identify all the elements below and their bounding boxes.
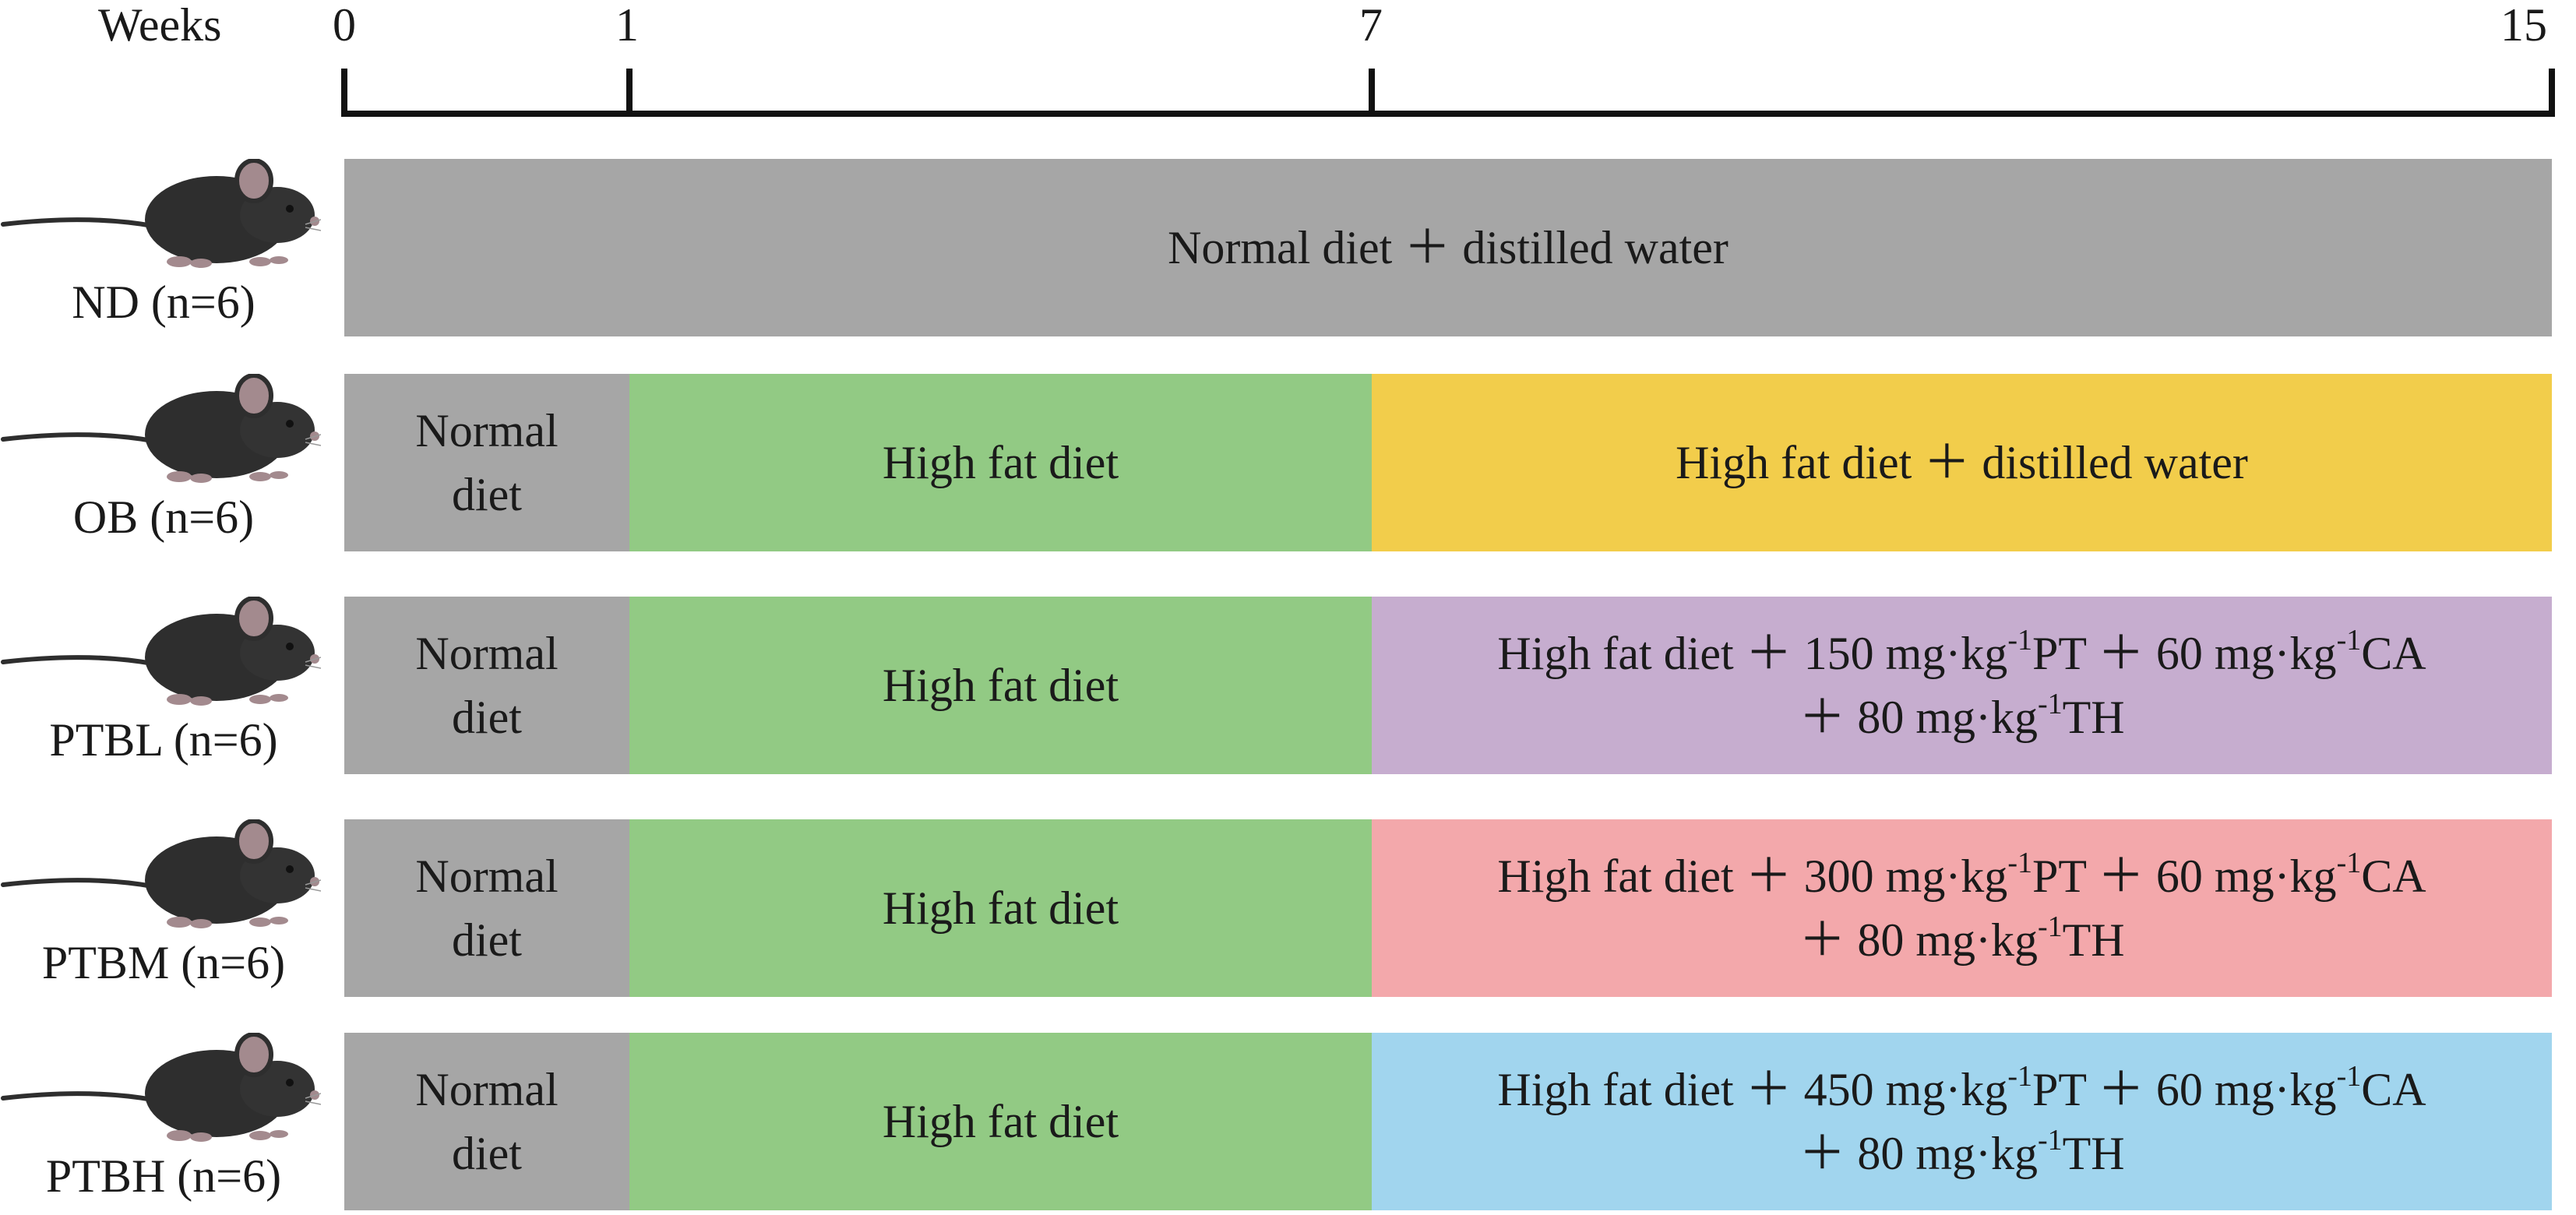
- high-fat-diet-segment: High fat diet: [629, 374, 1372, 551]
- tick-label-0: 0: [333, 0, 356, 51]
- segment-text: High fat diet ＋ distilled water: [1676, 437, 2248, 488]
- high-fat-diet-segment: High fat diet: [629, 819, 1372, 997]
- text-part: High fat diet ＋ 450 mg·kg: [1497, 1064, 2008, 1115]
- group-row-ptbl: PTBL (n=6) Normal diet High fat diet Hig…: [0, 597, 2576, 774]
- high-fat-diet-segment: High fat diet: [629, 1033, 1372, 1210]
- tick-mark-1: [626, 69, 633, 117]
- high-fat-diet-segment: High fat diet: [629, 597, 1372, 774]
- text-part: High fat diet ＋ 150 mg·kg: [1497, 628, 2008, 679]
- tick-mark-7: [1369, 69, 1375, 117]
- text-part: PT ＋ 60 mg·kg: [2032, 628, 2337, 679]
- superscript: -1: [2038, 688, 2063, 720]
- segment-text: Normal diet: [415, 628, 559, 743]
- ptbh-treatment-segment: High fat diet ＋ 450 mg·kg-1PT ＋ 60 mg·kg…: [1372, 1033, 2552, 1210]
- group-label-nd: ND (n=6): [72, 276, 255, 328]
- tick-label-1: 1: [615, 0, 639, 51]
- text-part: CA: [2361, 628, 2426, 679]
- treatment-line-2: ＋ 80 mg·kg-1TH: [1799, 1122, 2124, 1185]
- normal-diet-segment: Normal diet: [344, 597, 629, 774]
- mouse-icon: [0, 159, 321, 268]
- superscript: -1: [2007, 847, 2032, 879]
- tick-mark-15: [2549, 69, 2555, 117]
- tick-label-15: 15: [2500, 0, 2547, 51]
- segment-text: Normal diet: [415, 405, 559, 520]
- ob-treatment-segment: High fat diet ＋ distilled water: [1372, 374, 2552, 551]
- normal-diet-segment: Normal diet: [344, 1033, 629, 1210]
- superscript: -1: [2038, 910, 2063, 943]
- group-row-ptbh: PTBH (n=6) Normal diet High fat diet Hig…: [0, 1033, 2576, 1210]
- mouse-icon: [0, 597, 321, 706]
- text-part: CA: [2361, 1064, 2426, 1115]
- segment-text: Normal diet ＋ distilled water: [1168, 222, 1728, 273]
- text-part: PT ＋ 60 mg·kg: [2032, 1064, 2337, 1115]
- ptbm-treatment-segment: High fat diet ＋ 300 mg·kg-1PT ＋ 60 mg·kg…: [1372, 819, 2552, 997]
- group-label-ptbm: PTBM (n=6): [41, 937, 286, 988]
- treatment-line-1: High fat diet ＋ 450 mg·kg-1PT ＋ 60 mg·kg…: [1497, 1058, 2426, 1122]
- text-part: CA: [2361, 850, 2426, 902]
- superscript: -1: [2336, 1060, 2362, 1093]
- superscript: -1: [2007, 624, 2032, 657]
- text-part: ＋ 80 mg·kg: [1799, 692, 2038, 743]
- tick-mark-0: [341, 69, 347, 117]
- segment-text: High fat diet: [882, 437, 1119, 488]
- normal-diet-segment: Normal diet: [344, 819, 629, 997]
- group-label-ptbl: PTBL (n=6): [49, 714, 278, 766]
- group-label-ob: OB (n=6): [72, 491, 255, 543]
- treatment-line-1: High fat diet ＋ 150 mg·kg-1PT ＋ 60 mg·kg…: [1497, 622, 2426, 685]
- treatment-line-1: High fat diet ＋ 300 mg·kg-1PT ＋ 60 mg·kg…: [1497, 844, 2426, 908]
- segment-text: Normal diet: [415, 1064, 559, 1179]
- segment-text: Normal diet: [415, 850, 559, 966]
- segment-text: High fat diet: [882, 1096, 1119, 1147]
- normal-diet-segment: Normal diet: [344, 374, 629, 551]
- normal-diet-water-segment: Normal diet ＋ distilled water: [344, 159, 2552, 336]
- text-part: TH: [2062, 1128, 2125, 1179]
- superscript: -1: [2336, 624, 2362, 657]
- mouse-icon: [0, 374, 321, 483]
- text-part: High fat diet ＋ 300 mg·kg: [1497, 850, 2008, 902]
- group-row-nd: ND (n=6) Normal diet ＋ distilled water: [0, 159, 2576, 336]
- text-part: PT ＋ 60 mg·kg: [2032, 850, 2337, 902]
- ptbl-treatment-segment: High fat diet ＋ 150 mg·kg-1PT ＋ 60 mg·kg…: [1372, 597, 2552, 774]
- group-row-ob: OB (n=6) Normal diet High fat diet High …: [0, 374, 2576, 551]
- superscript: -1: [2038, 1124, 2063, 1157]
- mouse-icon: [0, 819, 321, 928]
- weeks-axis-label: Weeks: [98, 0, 222, 51]
- segment-text: High fat diet: [882, 660, 1119, 711]
- mouse-icon: [0, 1033, 321, 1142]
- group-label-ptbh: PTBH (n=6): [45, 1150, 282, 1202]
- timeline-axis: [341, 111, 2555, 117]
- tick-label-7: 7: [1359, 0, 1383, 51]
- text-part: ＋ 80 mg·kg: [1799, 1128, 2038, 1179]
- superscript: -1: [2007, 1060, 2032, 1093]
- group-row-ptbm: PTBM (n=6) Normal diet High fat diet Hig…: [0, 819, 2576, 997]
- treatment-line-2: ＋ 80 mg·kg-1TH: [1799, 908, 2124, 972]
- superscript: -1: [2336, 847, 2362, 879]
- text-part: TH: [2062, 914, 2125, 966]
- text-part: TH: [2062, 692, 2125, 743]
- text-part: ＋ 80 mg·kg: [1799, 914, 2038, 966]
- segment-text: High fat diet: [882, 882, 1119, 934]
- treatment-line-2: ＋ 80 mg·kg-1TH: [1799, 685, 2124, 749]
